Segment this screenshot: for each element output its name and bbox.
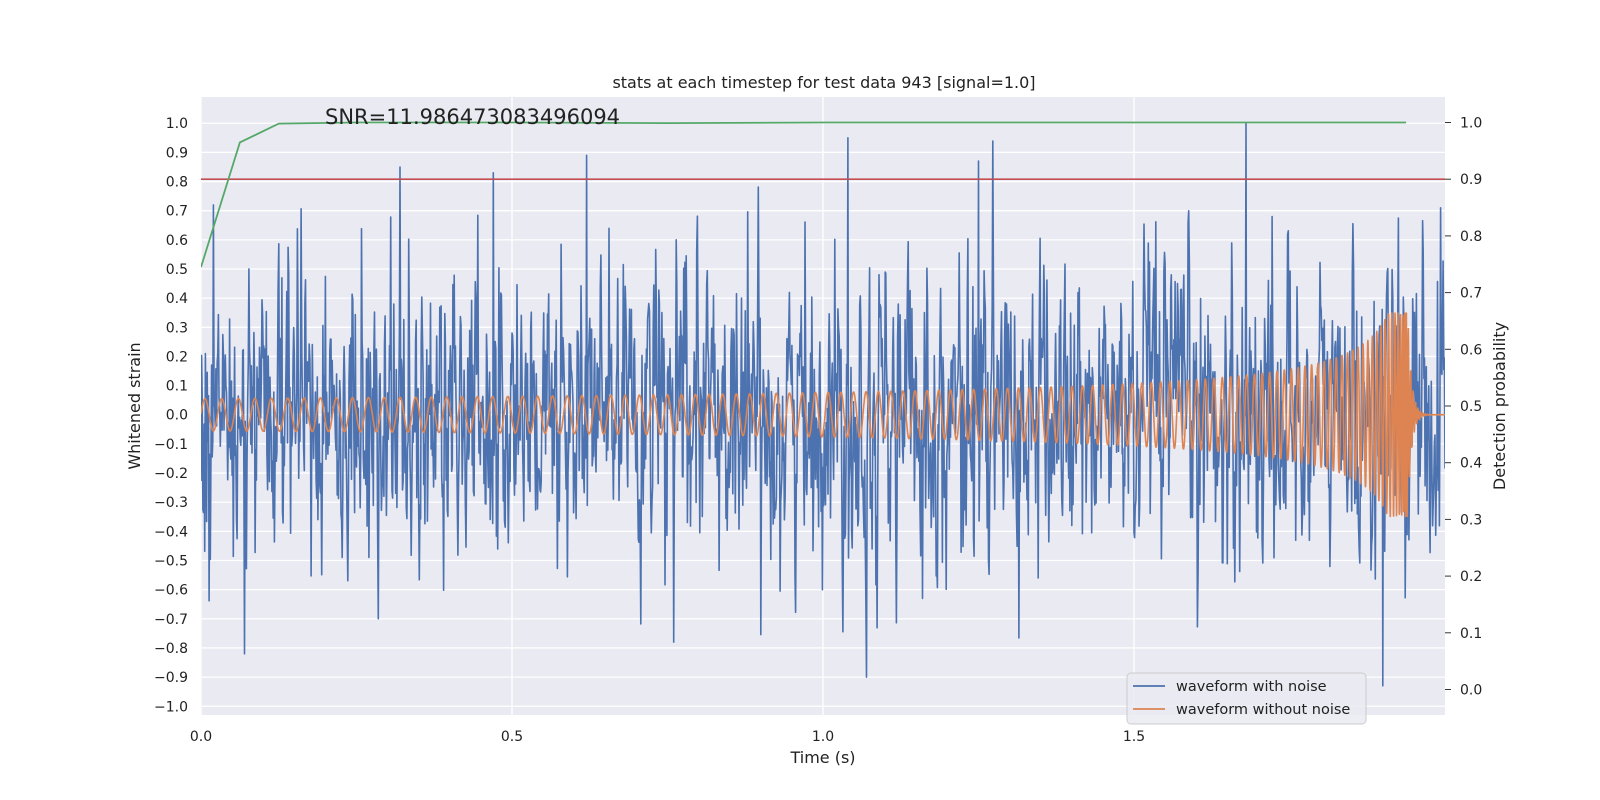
y-tick-label: 1.0 (166, 116, 188, 132)
x-tick-label: 1.5 (1123, 729, 1145, 745)
y-tick-label: −0.8 (154, 641, 188, 657)
y2-tick-label: 0.0 (1460, 682, 1482, 698)
y-tick-label: −0.1 (154, 437, 188, 453)
legend-box (1126, 672, 1367, 725)
series-line-waveform-without-noise (201, 312, 1445, 518)
x-tick-labels: 0.0 0.5 1.0 1.5 (190, 729, 1145, 745)
x-tick-label: 1.0 (812, 729, 834, 745)
y2-tick-label: 0.4 (1460, 456, 1482, 472)
y-tick-label: −0.6 (154, 583, 188, 599)
y-tick-label: 0.9 (166, 145, 188, 161)
y2-axis-label: Detection probability (1490, 322, 1509, 490)
y-tick-label: 0.3 (166, 320, 188, 336)
y2-tick-label: 1.0 (1460, 116, 1482, 132)
y2-tick-labels: 1.0 0.9 0.8 0.7 0.6 0.5 0.4 0.3 0.2 0.1 0.0 (1445, 116, 1482, 698)
x-tick-label: 0.5 (501, 729, 523, 745)
y-tick-label: −0.5 (154, 554, 188, 570)
y-tick-label: 0.2 (166, 349, 188, 365)
legend: waveform with noise waveform without noi… (1126, 672, 1367, 725)
y-tick-label: −0.9 (154, 670, 188, 686)
y-tick-label: 0.8 (166, 175, 188, 191)
legend-label-waveform-without-noise: waveform without noise (1176, 702, 1350, 718)
y-axis-label: Whitened strain (125, 342, 144, 469)
x-axis-label: Time (s) (789, 748, 855, 767)
y-tick-label: 0.0 (166, 408, 188, 424)
y-tick-label: −0.2 (154, 466, 188, 482)
y-tick-label: 0.5 (166, 262, 188, 278)
y-tick-label: 0.1 (166, 379, 188, 395)
series-line-detection-probability (201, 121, 1407, 268)
y-tick-label: −1.0 (154, 699, 188, 715)
y-tick-label: −0.3 (154, 495, 188, 511)
y2-tick-label: 0.5 (1460, 399, 1482, 415)
x-tick-label: 0.0 (190, 729, 212, 745)
y-tick-label: 0.4 (166, 291, 188, 307)
y-tick-label: 0.7 (166, 204, 188, 220)
y2-tick-label: 0.1 (1460, 626, 1482, 642)
y2-tick-label: 0.6 (1460, 342, 1482, 358)
y-tick-label: −0.7 (154, 612, 188, 628)
y-tick-label: 0.6 (166, 233, 188, 249)
legend-label-waveform-with-noise: waveform with noise (1176, 679, 1327, 695)
y2-tick-label: 0.3 (1460, 512, 1482, 528)
y2-tick-label: 0.8 (1460, 229, 1482, 245)
series-line-waveform-with-noise (201, 122, 1445, 687)
y-tick-label: −0.4 (154, 524, 188, 540)
y2-tick-label: 0.2 (1460, 569, 1482, 585)
snr-annotation: SNR=11.986473083496094 (325, 105, 620, 129)
chart-title: stats at each timestep for test data 943… (612, 73, 1035, 92)
y-tick-labels: 1.0 0.9 0.8 0.7 0.6 0.5 0.4 0.3 0.2 0.1 0.0 −0.1 −0.… (154, 116, 188, 715)
y2-tick-label: 0.7 (1460, 286, 1482, 302)
y2-tick-label: 0.9 (1460, 172, 1482, 188)
